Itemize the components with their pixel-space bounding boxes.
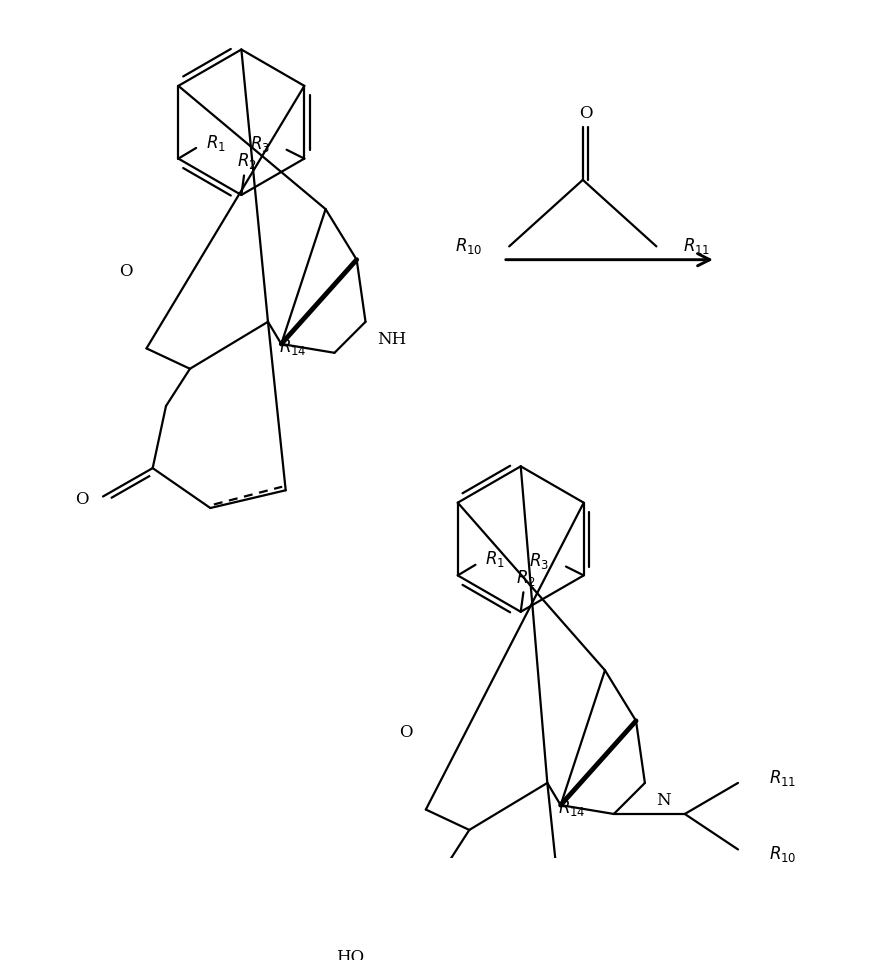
Text: $R_{14}$: $R_{14}$ [279,337,306,356]
Text: $R_1$: $R_1$ [485,549,505,569]
Text: O: O [399,724,412,741]
Text: $R_{10}$: $R_{10}$ [769,844,797,864]
Text: $R_1$: $R_1$ [206,132,226,153]
Text: O: O [119,263,133,279]
Text: N: N [657,792,671,809]
Text: $R_2$: $R_2$ [237,152,256,171]
Text: NH: NH [377,331,406,348]
Text: $R_3$: $R_3$ [250,134,270,155]
Text: O: O [75,491,89,508]
Text: $R_{11}$: $R_{11}$ [683,236,711,256]
Text: $R_{14}$: $R_{14}$ [558,798,586,818]
Text: $R_2$: $R_2$ [516,568,536,588]
Text: O: O [579,105,592,122]
Text: $R_{11}$: $R_{11}$ [769,769,797,788]
Text: $R_3$: $R_3$ [530,551,549,571]
Text: $R_{10}$: $R_{10}$ [455,236,483,256]
Text: HO: HO [337,949,365,960]
